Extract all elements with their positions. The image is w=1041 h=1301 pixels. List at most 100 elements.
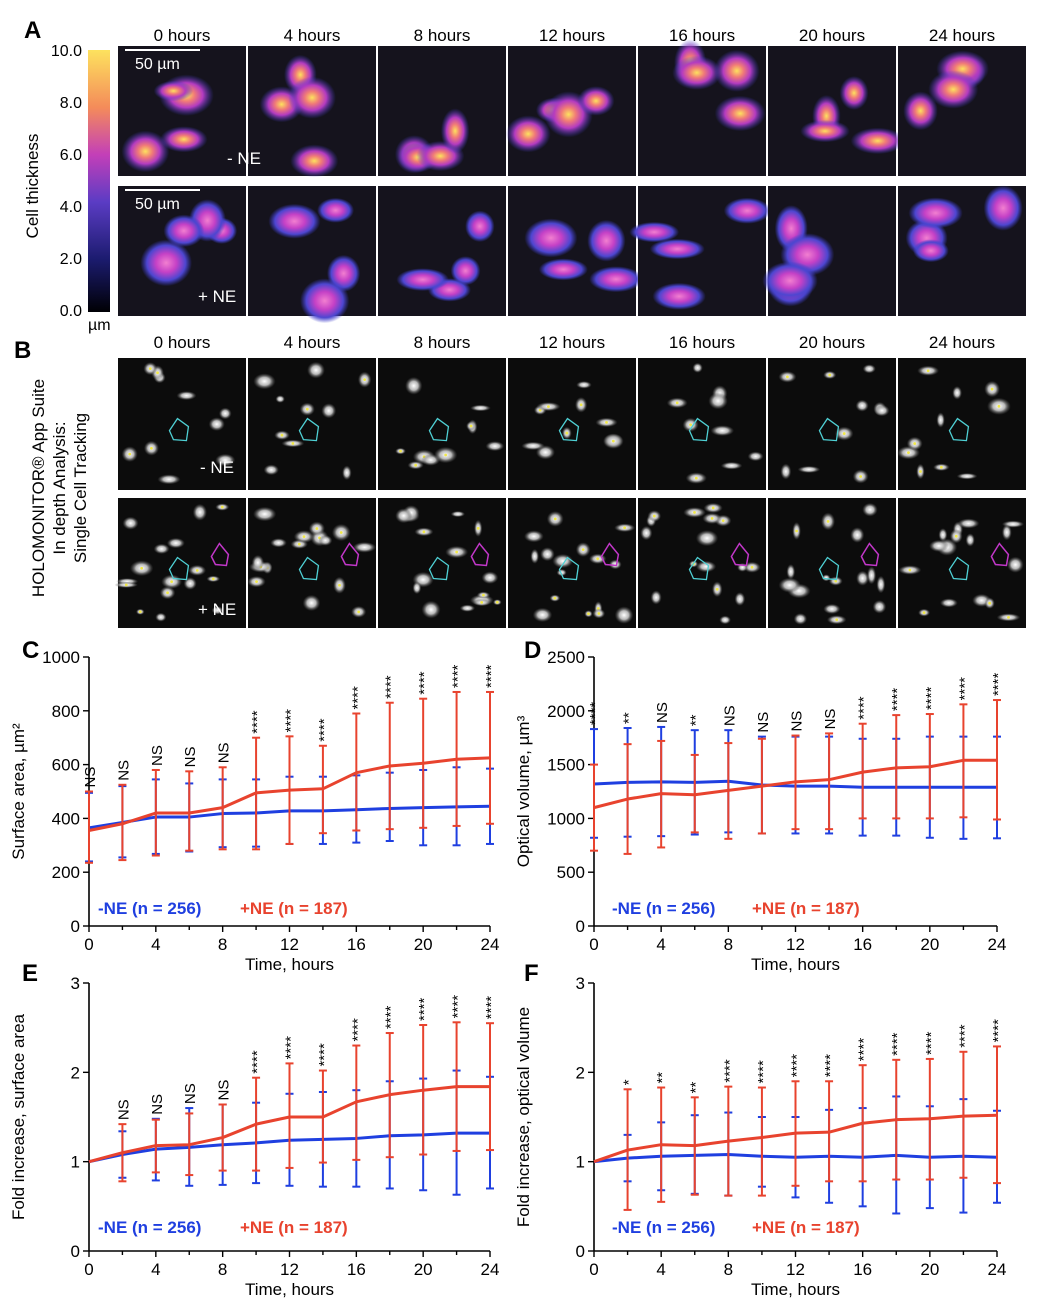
tracking-image-tile [247,498,377,628]
x-tick-label: 0 [589,1260,598,1279]
series-line [593,758,997,810]
tracking-image-tile [508,498,636,628]
significance-label: **** [856,696,873,720]
x-tick-label: 16 [347,1260,366,1279]
tracking-image-tile [118,358,246,490]
significance-label: **** [923,1031,940,1055]
colorbar-tick-labels: 10.0 8.0 6.0 4.0 2.0 0.0 [51,43,82,320]
significance-label: **** [283,1036,300,1060]
y-tick-label: 0 [576,1242,585,1261]
legend-minus-ne: -NE (n = 256) [98,899,201,918]
significance-label: NS [216,1080,233,1101]
y-tick-label: 3 [71,974,80,993]
y-tick-label: 1500 [547,756,585,775]
legend-plus-ne: +NE (n = 187) [240,1218,348,1237]
x-tick-label: 20 [920,935,939,954]
chart-c: C 0 200 400 600 800 1000 0 4 8 12 16 20 24 Time, hours… [9,637,500,974]
significance-label: **** [956,1024,973,1048]
y-tick-label: 0 [576,917,585,936]
colorbar-tick: 8.0 [60,95,82,112]
panel-a-image-grid [118,39,1026,324]
series-plus-ne [590,699,1001,855]
significance-label: **** [923,687,940,711]
significance-label: **** [789,1054,806,1078]
side-title-line-3: Single Cell Tracking [71,413,90,563]
thickness-image-tile [762,186,896,316]
series-plus-ne [88,1021,494,1183]
row-label-minus-ne-b: - NE [200,458,234,477]
y-tick-label: 2500 [547,648,585,667]
tracking-image-tile [114,498,246,628]
y-tick-label: 800 [52,702,80,721]
time-label: 24 hours [929,333,995,352]
panel-a-time-labels: 0 hours 4 hours 8 hours 12 hours 16 hours 20 … [154,26,995,45]
y-tick-label: 1000 [42,648,80,667]
y-tick-label: 400 [52,809,80,828]
significance-label: NS [654,702,671,723]
y-tick-label: 2000 [547,702,585,721]
thickness-image-tile [638,39,766,176]
significance-label: NS [115,760,132,781]
y-tick-label: 2 [576,1063,585,1082]
x-tick-label: 0 [589,935,598,954]
significance-label: NS [721,705,738,726]
x-tick-label: 4 [151,1260,160,1279]
significance-label: **** [416,997,433,1021]
significance-label: NS [822,709,839,730]
significance-label: NS [216,742,233,763]
significance-label: ** [688,1082,705,1094]
colorbar-tick: 0.0 [60,303,82,320]
panel-b-time-labels: 0 hours 4 hours 8 hours 12 hours 16 hours 20 … [154,333,995,352]
significance-label: **** [316,1043,333,1067]
panel-label-a: A [24,17,41,44]
colorbar-tick: 2.0 [60,251,82,268]
time-label: 0 hours [154,26,211,45]
significance-label: **** [249,710,266,734]
significance-label: ** [621,712,638,724]
significance-label: NS [115,1099,132,1120]
colorbar-title: Cell thickness [23,134,42,239]
time-label: 8 hours [414,333,471,352]
tracking-image-tile [898,498,1026,628]
significance-label: **** [822,1054,839,1078]
x-tick-label: 8 [724,1260,733,1279]
colorbar-tick: 6.0 [60,147,82,164]
time-label: 0 hours [154,333,211,352]
time-label: 20 hours [799,333,865,352]
series-minus-ne [593,1095,1001,1215]
significance-label: **** [450,995,467,1019]
time-label: 16 hours [669,333,735,352]
x-tick-label: 16 [347,935,366,954]
x-tick-label: 12 [280,1260,299,1279]
significance-label: ** [654,1072,671,1084]
legend-minus-ne: -NE (n = 256) [612,1218,715,1237]
significance-label: **** [483,996,500,1020]
x-tick-label: 24 [481,935,500,954]
y-tick-label: 1 [71,1153,80,1172]
significance-label: **** [889,1032,906,1056]
x-tick-label: 20 [414,935,433,954]
thickness-image-tile [505,46,636,176]
x-tick-label: 0 [84,1260,93,1279]
time-label: 8 hours [414,26,471,45]
time-label: 20 hours [799,26,865,45]
x-axis-label: Time, hours [245,955,334,974]
y-tick-label: 3 [576,974,585,993]
time-label: 24 hours [929,26,995,45]
thickness-image-tile [248,186,376,324]
side-title-line-1: HOLOMONITOR® App Suite [29,379,48,597]
x-axis-label: Time, hours [751,955,840,974]
y-tick-label: 500 [557,863,585,882]
time-label: 12 hours [539,26,605,45]
y-tick-label: 200 [52,863,80,882]
y-tick-label: 0 [71,1242,80,1261]
significance-label: **** [889,688,906,712]
x-axis-label: Time, hours [245,1280,334,1299]
thickness-image-tile [898,46,1026,176]
side-title-line-2: In depth Analysis: [50,421,69,554]
thickness-image-tile [118,186,246,316]
significance-label: **** [316,718,333,742]
